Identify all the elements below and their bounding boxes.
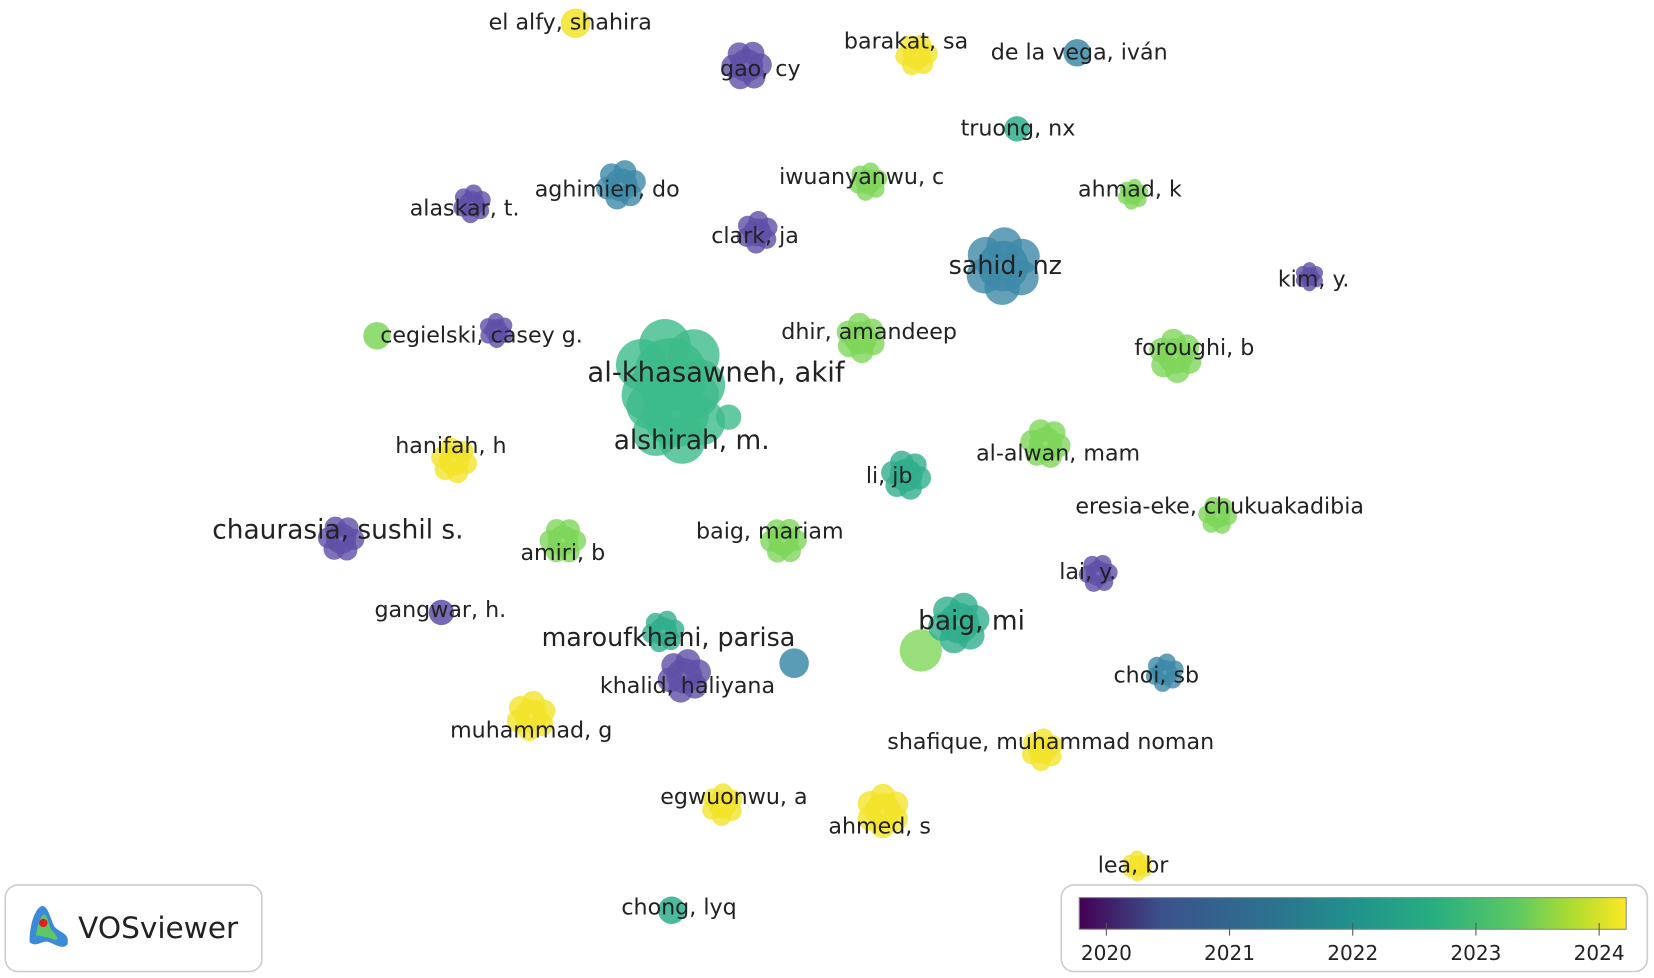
map-root: el alfy, shahira gao, cy barakat, sa de la … (4, 8, 1649, 973)
node-bubble (560, 8, 591, 39)
node-bubble (545, 540, 568, 563)
node-label: baig, mariam (696, 519, 844, 545)
node-label: alaskar, t. (410, 196, 520, 222)
node-label: lai, y. (1059, 559, 1116, 585)
node-label: clark, ja (711, 223, 799, 249)
node-bubble (363, 322, 391, 350)
colorbar-tick-label: 2020 (1081, 941, 1132, 965)
node-label: cegielski, casey g. (380, 322, 583, 348)
node-bubble (860, 318, 884, 342)
node-bubble (471, 201, 490, 220)
node-label: ahmed, s (828, 813, 931, 839)
node-label: maroufkhani, parisa (542, 622, 796, 652)
node-label: choi, sb (1113, 662, 1199, 688)
logo-text: VOSviewer (78, 911, 239, 945)
node-bubble (1063, 39, 1091, 67)
node-bubble (779, 648, 809, 678)
node-label: truong, nx (961, 115, 1076, 141)
node-bubble (1083, 555, 1102, 574)
node-bubble (746, 234, 766, 254)
node-label: hanifah, h (395, 433, 506, 459)
node-label: aghimien, do (535, 177, 680, 203)
node-bubble (899, 629, 942, 672)
node-bubble (668, 677, 694, 703)
node-label: el alfy, shahira (489, 10, 652, 36)
node-bubble (487, 313, 504, 330)
node-bubble (508, 695, 533, 719)
node-label: foroughi, b (1134, 335, 1254, 361)
node-label: shafique, muhammad noman (887, 729, 1214, 755)
node-label: sahid, nz (949, 250, 1062, 280)
node-bubble (748, 53, 772, 77)
node-label: eresia-eke, chukuakadibia (1075, 493, 1364, 519)
node-label: egwuonwu, a (660, 784, 807, 810)
node-label: li, jb (866, 463, 913, 489)
node-bubble (657, 896, 686, 924)
colorbar-tick-label: 2023 (1450, 941, 1501, 965)
node-label: lea, br (1098, 852, 1170, 878)
node-label: chaurasia, sushil s. (212, 515, 463, 546)
node-label: iwuanyanwu, c (779, 164, 944, 190)
node-label: alshirah, m. (614, 425, 770, 456)
node-bubble (1033, 728, 1054, 748)
node-bubble (599, 163, 624, 187)
node-label: amiri, b (520, 540, 605, 566)
node-bubble (1145, 667, 1164, 685)
node-label: muhammad, g (450, 717, 612, 743)
node-bubble (913, 54, 934, 75)
node-bubble (664, 619, 685, 640)
node-bubble (956, 621, 985, 650)
node-bubble (861, 162, 880, 181)
node-bubble (1004, 116, 1030, 142)
logo-icon (29, 906, 68, 947)
node-label: ahmad, k (1078, 177, 1182, 203)
node-label: gao, cy (720, 56, 801, 82)
colorbar-tick-label: 2021 (1204, 941, 1255, 965)
node-label: al-khasawneh, akif (587, 357, 845, 388)
labels: el alfy, shahira gao, cy barakat, sa de la … (212, 10, 1364, 921)
node-label: khalid, haliyana (600, 673, 775, 699)
node-label: gangwar, h. (374, 597, 506, 623)
node-label: baig, mi (918, 605, 1025, 636)
node-bubble (431, 446, 453, 468)
node-bubble (336, 539, 358, 561)
node-bubble (1176, 349, 1202, 374)
node-bubble (890, 450, 914, 474)
node-label: dhir, amandeep (781, 319, 957, 345)
logo-box (4, 884, 263, 973)
node-label: barakat, sa (844, 29, 968, 55)
node-label: chong, lyq (621, 895, 736, 921)
node-label: kim, y. (1278, 266, 1350, 292)
node-bubble (1295, 266, 1310, 280)
node-bubble (1133, 184, 1149, 199)
node-bubble (883, 806, 908, 831)
bubbles (317, 8, 1323, 924)
node-bubble (966, 257, 1003, 294)
colorbar-ticks: 2020 2021 2022 2023 2024 (1081, 922, 1625, 965)
colorbar-tick-label: 2022 (1327, 941, 1378, 965)
node-bubble (1042, 421, 1066, 445)
node-bubble (428, 599, 455, 626)
node-bubble (760, 530, 782, 552)
node-label: de la vega, iván (991, 39, 1168, 65)
node-label: al-alwan, mam (976, 441, 1140, 467)
node-bubble (632, 409, 679, 456)
node-bubble (1130, 867, 1145, 882)
node-bubble (1219, 507, 1237, 526)
node-bubble (722, 789, 743, 810)
colorbar-tick-label: 2024 (1574, 941, 1625, 965)
